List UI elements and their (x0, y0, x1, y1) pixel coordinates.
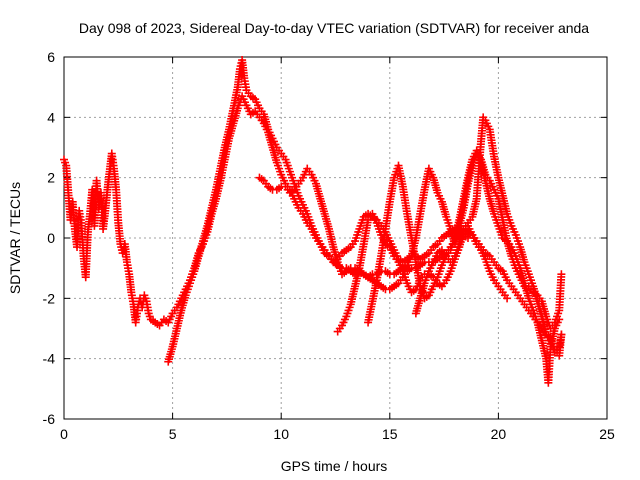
y-tick-label: 6 (47, 49, 55, 65)
x-tick-label: 10 (273, 426, 289, 442)
chart-title: Day 098 of 2023, Sidereal Day-to-day VTE… (79, 20, 589, 36)
data-point-marker (555, 315, 564, 324)
series-track-6 (411, 113, 566, 360)
series-track-5 (364, 146, 564, 387)
x-tick-label: 25 (599, 426, 615, 442)
y-tick-label: 2 (47, 170, 55, 186)
y-tick-label: 0 (47, 230, 55, 246)
data-point-marker (557, 330, 566, 339)
x-axis-label: GPS time / hours (281, 458, 388, 474)
x-tick-label: 0 (60, 426, 68, 442)
series-track-1 (60, 92, 566, 357)
y-axis-label: SDTVAR / TECUs (7, 182, 23, 294)
y-tick-label: -6 (43, 411, 56, 427)
data-point-marker (557, 270, 566, 279)
y-tick-label: -2 (43, 290, 56, 306)
y-tick-label: 4 (47, 109, 55, 125)
series-track-4 (333, 209, 512, 336)
x-tick-label: 20 (491, 426, 507, 442)
ticks: 0 5 10 15 20 25 -6 -4 -2 0 2 4 6 (43, 49, 615, 442)
data-markers (60, 56, 566, 387)
data-point-marker (503, 294, 512, 303)
series-track-2 (164, 56, 472, 366)
grid (64, 57, 607, 419)
x-tick-label: 15 (382, 426, 398, 442)
y-tick-label: -4 (43, 351, 56, 367)
x-tick-label: 5 (169, 426, 177, 442)
